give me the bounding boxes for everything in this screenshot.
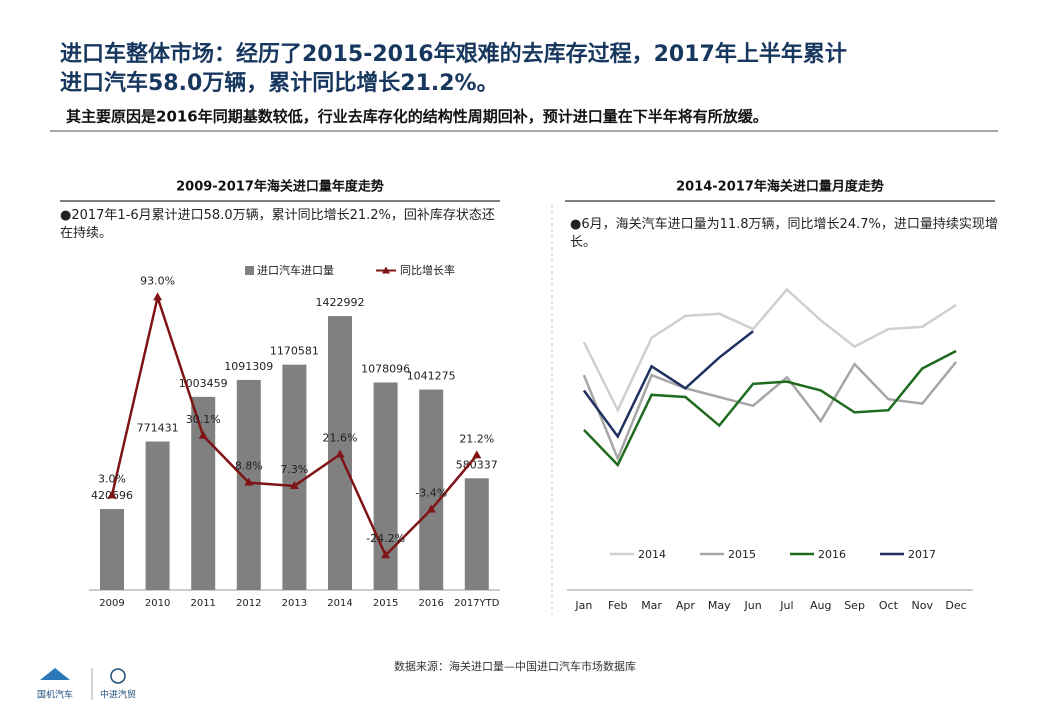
bar [100, 509, 124, 590]
x-tick-label: 2012 [236, 598, 261, 609]
chart-note: ●2017年1-6月累计进口58.0万辆，累计同比增长21.2%，回补库存状态还… [60, 208, 495, 241]
x-tick-label: 2011 [190, 598, 215, 609]
subtitle: 其主要原因是2016年同期基数较低，行业去库存化的结构性周期回补，预计进口量在下… [66, 108, 768, 126]
bar [191, 396, 216, 590]
line-value-label: 3.0% [98, 472, 126, 485]
line-value-label: -3.4% [415, 486, 447, 499]
x-tick-label: Apr [676, 599, 696, 612]
logo-text: 中进汽贸 [100, 689, 136, 701]
line-marker [244, 477, 254, 486]
x-tick-label: Jun [743, 599, 761, 612]
line [582, 330, 754, 439]
bar-value-label: 1041275 [407, 370, 456, 383]
line-marker [198, 430, 208, 439]
bar [373, 382, 398, 590]
source: 数据来源：海关进口量—中国进口汽车市场数据库 [394, 659, 636, 673]
legend-marker [382, 266, 390, 274]
x-tick-label: 2013 [282, 598, 307, 609]
x-tick-label: 2016 [418, 598, 443, 609]
line-value-label: 30.1% [186, 413, 221, 426]
bar-value-label: 1003459 [179, 377, 228, 390]
line-marker [289, 480, 299, 489]
legend-label: 2014 [638, 548, 666, 561]
x-tick-label: 2017YTD [454, 598, 500, 609]
line-marker [381, 550, 391, 559]
x-tick-label: Nov [912, 599, 934, 612]
line-value-label: 7.3% [280, 463, 308, 476]
x-tick-label: Feb [608, 599, 627, 612]
chart-title: 2014-2017年海关进口量月度走势 [676, 179, 884, 195]
x-tick-label: Dec [945, 599, 966, 612]
bar-value-label: 580337 [456, 458, 498, 471]
logo-text: 国机汽车 [37, 689, 73, 701]
line-value-label: -24.2% [366, 532, 405, 545]
x-tick-label: 2015 [373, 598, 398, 609]
bar-value-label: 1422992 [316, 296, 365, 309]
chart-title: 2009-2017年海关进口量年度走势 [176, 179, 384, 195]
x-tick-label: 2014 [327, 598, 352, 609]
chart-note: ●6月，海关汽车进口量为11.8万辆，同比增长24.7%，进口量持续实现增长。 [570, 217, 998, 250]
line-marker [107, 490, 117, 499]
line-marker [426, 504, 436, 513]
legend-label: 进口汽车进口量 [257, 263, 334, 277]
line-marker [153, 292, 163, 301]
line-marker [335, 449, 345, 458]
x-tick-label: Aug [810, 599, 831, 612]
x-tick-label: 2009 [99, 598, 124, 609]
title-line: 进口车整体市场：经历了2015-2016年艰难的去库存过程，2017年上半年累计 [60, 41, 847, 67]
x-tick-label: Jul [779, 599, 793, 612]
bar [282, 364, 307, 590]
bar [145, 441, 170, 590]
legend-label: 2015 [728, 548, 756, 561]
legend-label: 2016 [818, 548, 846, 561]
bar-value-label: 1091309 [224, 360, 273, 373]
x-tick-label: Mar [641, 599, 662, 612]
line-value-label: 8.8% [235, 460, 263, 473]
bar-value-label: 771431 [137, 421, 179, 434]
line [583, 349, 957, 468]
line-value-label: 21.2% [459, 432, 494, 445]
x-tick-label: Sep [844, 599, 865, 612]
bar [419, 389, 444, 590]
line-value-label: 21.6% [323, 431, 358, 444]
bar-value-label: 1078096 [361, 362, 410, 375]
x-tick-label: May [708, 599, 731, 612]
legend-label: 2017 [908, 548, 936, 561]
logo-icon [110, 668, 126, 684]
logo-icon [40, 668, 70, 680]
line [582, 287, 957, 414]
bar-value-label: 1170581 [270, 345, 319, 358]
line [582, 361, 958, 462]
legend-label: 同比增长率 [400, 263, 455, 277]
x-tick-label: Oct [879, 599, 899, 612]
legend-swatch [245, 266, 254, 275]
line-marker [472, 450, 482, 459]
bar [464, 478, 489, 590]
line-value-label: 93.0% [140, 274, 175, 287]
title-line: 进口汽车58.0万辆，累计同比增长21.2%。 [60, 70, 499, 96]
x-tick-label: 2010 [145, 598, 170, 609]
x-tick-label: Jan [574, 599, 592, 612]
